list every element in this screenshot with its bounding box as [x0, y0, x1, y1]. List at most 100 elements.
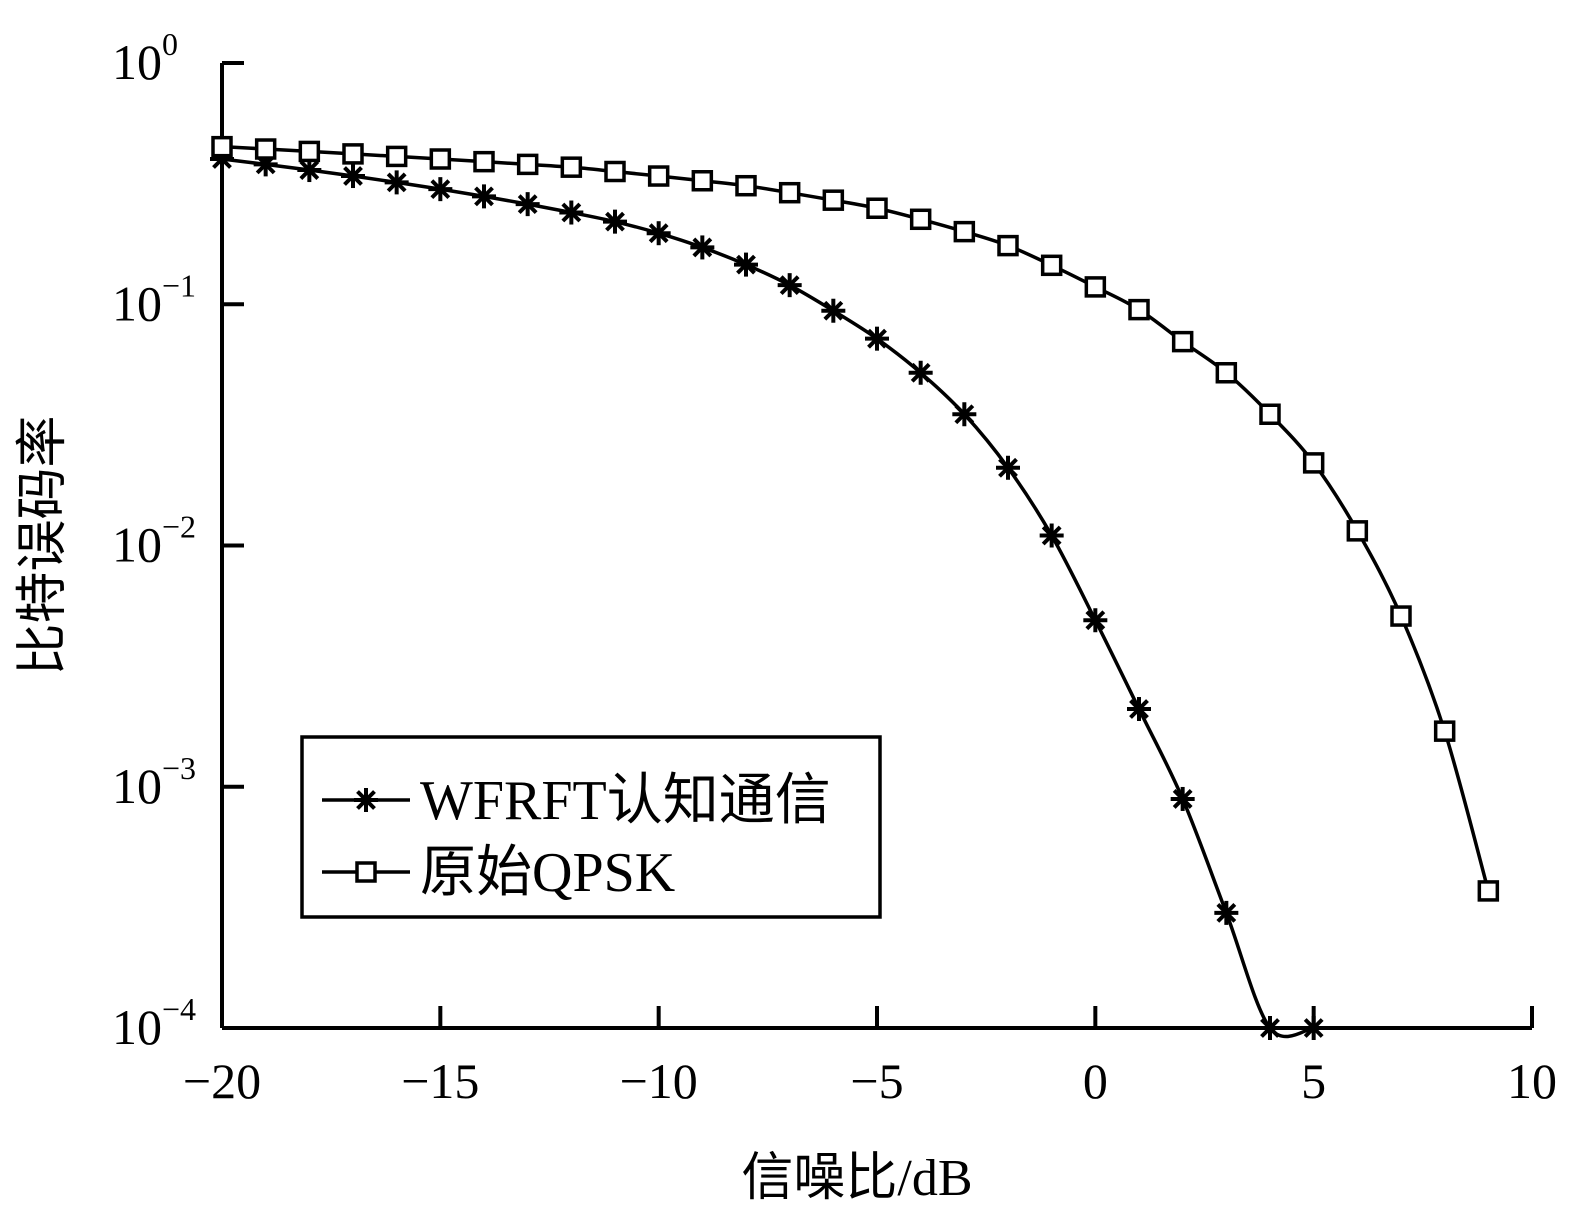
- y-tick-label: 10−3: [112, 750, 196, 814]
- asterisk-stroke: [430, 179, 451, 200]
- square-marker: [735, 174, 757, 197]
- asterisk-marker: [690, 235, 715, 260]
- asterisk-stroke: [954, 404, 975, 425]
- asterisk-marker: [341, 164, 365, 189]
- asterisk-stroke: [1260, 1018, 1280, 1038]
- asterisk-stroke: [356, 790, 376, 810]
- asterisk-marker: [384, 170, 409, 195]
- asterisk-stroke: [386, 172, 407, 193]
- square-marker: [778, 181, 801, 204]
- asterisk-stroke: [1129, 699, 1149, 719]
- asterisk-stroke: [910, 362, 931, 383]
- asterisk-stroke: [474, 186, 494, 207]
- square-marker: [560, 156, 583, 178]
- asterisk-stroke: [343, 166, 363, 186]
- square-marker: [385, 145, 408, 168]
- asterisk-marker: [1083, 608, 1108, 633]
- asterisk-stroke: [823, 300, 844, 321]
- square-marker: [1215, 362, 1238, 384]
- asterisk-stroke: [299, 160, 320, 180]
- asterisk-marker: [734, 252, 758, 277]
- square-marker: [691, 170, 714, 192]
- axes: −20 −15 −10 −5 0 5 10 100 10−1 10−2 10−3 10−4: [112, 26, 1557, 1109]
- asterisk-marker: [908, 360, 933, 385]
- series-layer: [210, 135, 1500, 1040]
- square-marker: [1433, 720, 1456, 742]
- asterisk-stroke: [998, 457, 1018, 478]
- square-marker: [647, 165, 670, 187]
- y-tick-label: 10−4: [112, 991, 196, 1055]
- legend-label: 原始QPSK: [420, 842, 675, 904]
- square-marker: [516, 153, 539, 176]
- square-marker: [429, 148, 452, 170]
- square-marker: [355, 861, 377, 883]
- square-marker: [254, 138, 277, 160]
- asterisk-marker: [821, 298, 846, 323]
- x-tick-label: 10: [1507, 1053, 1557, 1109]
- asterisk-stroke: [648, 223, 669, 244]
- legend-entry: 原始QPSK: [322, 842, 675, 904]
- asterisk-marker: [515, 192, 540, 217]
- asterisk-stroke: [1172, 789, 1193, 809]
- asterisk-stroke: [867, 328, 887, 349]
- x-tick-label: −10: [620, 1053, 698, 1109]
- asterisk-stroke: [1216, 902, 1237, 923]
- x-axis-label: 信噪比/dB: [741, 1150, 972, 1207]
- asterisk-marker: [646, 221, 671, 246]
- square-marker: [1128, 298, 1150, 321]
- square-marker: [1346, 520, 1369, 542]
- x-tick-label: 5: [1301, 1053, 1326, 1109]
- asterisk-marker: [1170, 786, 1195, 811]
- square-marker: [604, 160, 626, 183]
- asterisk-marker: [865, 326, 889, 351]
- square-marker: [211, 135, 233, 158]
- asterisk-marker: [1127, 697, 1151, 722]
- asterisk-stroke: [779, 275, 800, 296]
- x-tick-label: −5: [850, 1053, 903, 1109]
- legend-entry: WFRFT认知通信: [322, 770, 831, 832]
- asterisk-marker: [996, 455, 1020, 480]
- asterisk-marker: [1039, 523, 1064, 548]
- asterisk-stroke: [1303, 1018, 1324, 1038]
- asterisk-stroke: [736, 254, 756, 275]
- legend-label: WFRFT认知通信: [420, 770, 831, 832]
- y-tick-label: 10−1: [112, 267, 196, 331]
- asterisk-marker: [1301, 1016, 1326, 1040]
- asterisk-marker: [952, 402, 977, 427]
- asterisk-marker: [428, 177, 453, 202]
- legend-box: [300, 735, 882, 919]
- square-marker: [1259, 403, 1281, 425]
- x-tick-label: 0: [1083, 1053, 1108, 1109]
- square-marker: [1040, 254, 1063, 277]
- square-marker: [1302, 452, 1325, 474]
- asterisk-marker: [1214, 900, 1239, 925]
- square-marker: [342, 143, 364, 165]
- square-marker: [822, 189, 845, 211]
- y-tick-label: 100: [112, 26, 178, 90]
- asterisk-stroke: [1041, 525, 1062, 546]
- asterisk-marker: [559, 200, 584, 225]
- square-marker: [473, 150, 495, 173]
- asterisk-marker: [354, 788, 378, 812]
- asterisk-stroke: [605, 211, 625, 232]
- asterisk-marker: [1258, 1016, 1282, 1040]
- square-marker: [909, 208, 932, 231]
- asterisk-stroke: [692, 237, 713, 258]
- asterisk-stroke: [561, 202, 582, 223]
- square-marker: [1477, 880, 1500, 902]
- series-line: [221, 157, 1315, 1039]
- asterisk-stroke: [1085, 610, 1106, 631]
- square-marker: [298, 140, 321, 163]
- square-marker: [1084, 276, 1107, 298]
- asterisk-marker: [603, 209, 627, 234]
- asterisk-marker: [777, 273, 802, 298]
- y-tick-label: 10−2: [112, 509, 196, 573]
- square-marker: [866, 197, 888, 219]
- square-marker: [1390, 605, 1412, 627]
- square-marker: [997, 234, 1019, 257]
- y-axis-label: 比特误码率: [15, 415, 72, 675]
- x-tick-label: −20: [183, 1053, 261, 1109]
- square-marker: [1171, 330, 1194, 353]
